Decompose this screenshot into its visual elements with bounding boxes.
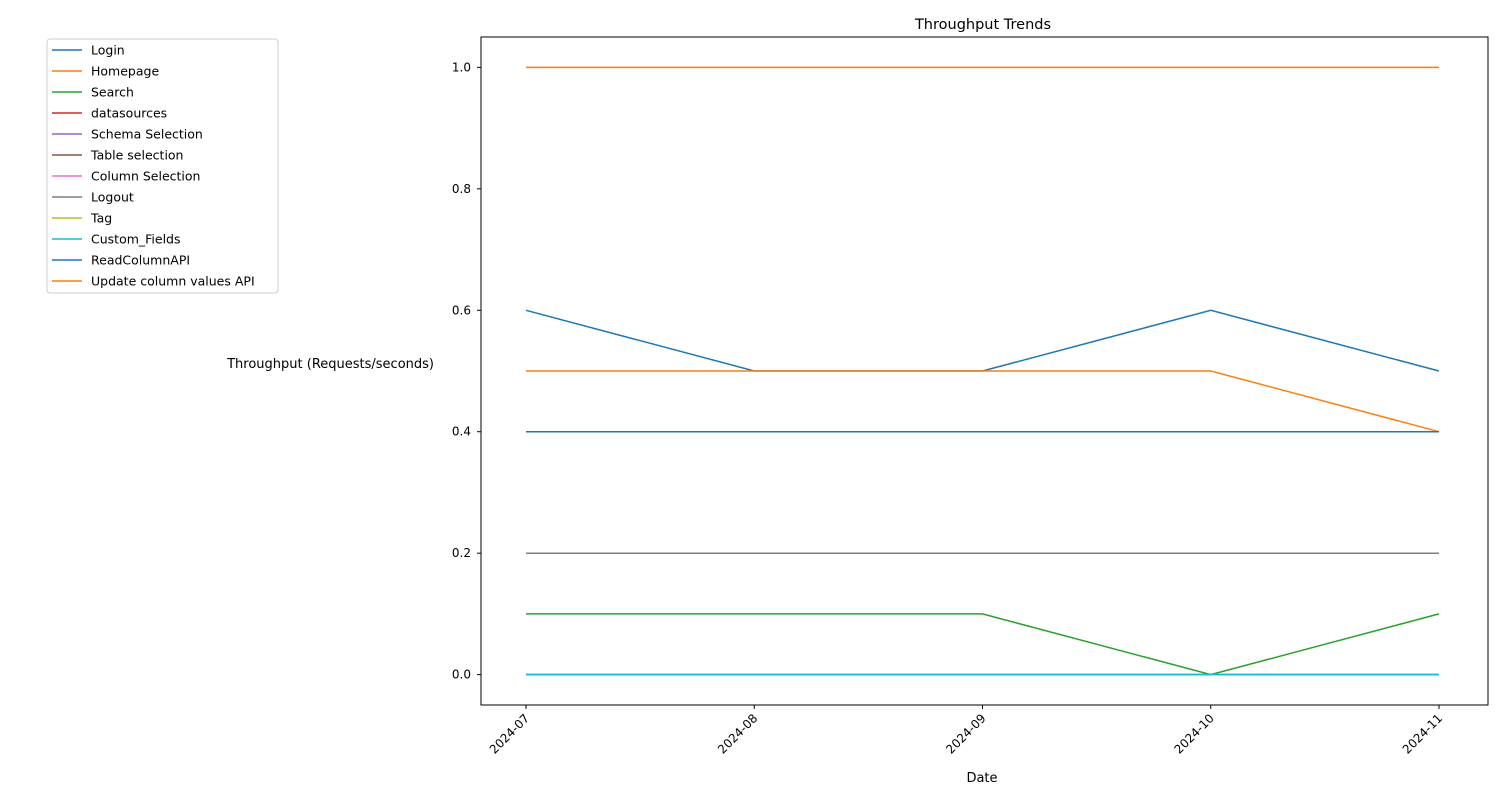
y-tick-label: 0.8 [452, 182, 471, 196]
legend-entry: Homepage [91, 64, 159, 79]
series-line-0 [525, 309, 1440, 372]
plot-lines [525, 66, 1440, 676]
chart-title: Throughput Trends [914, 17, 1051, 33]
legend-entry: Custom_Fields [91, 232, 181, 247]
x-tick-label: 2024-11 [1400, 711, 1445, 756]
series-line-1 [526, 370, 1440, 433]
legend-entry: ReadColumnAPI [91, 253, 190, 268]
y-tick-label: 0.6 [452, 303, 471, 317]
x-tick-label: 2024-08 [715, 711, 760, 756]
plot-frame [480, 36, 1489, 706]
x-tick-label: 2024-09 [943, 711, 988, 756]
x-tick-label: 2024-10 [1172, 711, 1217, 756]
y-tick-label: 0.0 [452, 668, 471, 682]
x-axis-ticks: 2024-07 2024-08 2024-09 2024-10 2024-11 [487, 705, 1445, 757]
legend-entry: Table selection [90, 148, 183, 163]
y-axis-label: Throughput (Requests/seconds) [226, 357, 434, 372]
legend-entry: Login [91, 43, 125, 58]
y-tick-label: 1.0 [452, 60, 471, 74]
legend-entry: datasources [91, 106, 167, 121]
legend-frame [46, 38, 279, 294]
y-tick-label: 0.4 [452, 425, 471, 439]
y-axis-ticks: 0.0 0.2 0.4 0.6 0.8 1.0 [452, 60, 481, 682]
legend-entry: Update column values API [91, 274, 255, 289]
y-tick-label: 0.2 [452, 546, 471, 560]
x-tick-label: 2024-07 [487, 711, 532, 756]
legend-entry: Logout [91, 190, 134, 205]
legend-entry: Tag [90, 211, 112, 226]
legend-entry: Column Selection [91, 169, 200, 184]
legend-entry: Schema Selection [91, 127, 203, 142]
series-line-2 [526, 613, 1440, 676]
x-axis-label: Date [966, 771, 997, 786]
legend-entry: Search [91, 85, 134, 100]
legend: Login Homepage Search datasources Schema Sel… [46, 38, 279, 294]
